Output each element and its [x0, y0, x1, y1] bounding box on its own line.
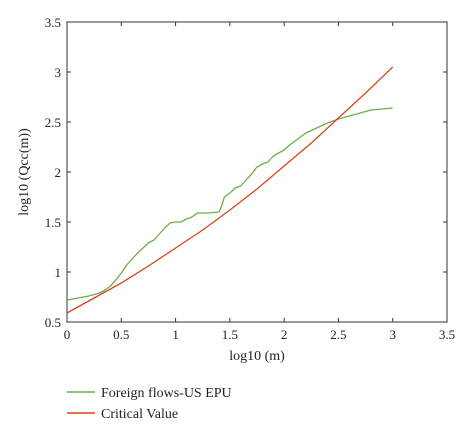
x-tick-label: 3.5: [439, 327, 455, 342]
x-tick-label: 2: [281, 327, 288, 342]
axes-box: [66, 21, 448, 323]
series-layer: [66, 66, 394, 314]
x-tick-label: 2.5: [330, 327, 346, 342]
y-axis-title: log10 (Qcc(m)): [17, 128, 32, 216]
y-tick-label: 1: [55, 265, 62, 280]
x-tick-label: 1: [172, 327, 179, 342]
ticks-layer: 0 0.5 1 1.5 2 2.5 3 3.50.511.522.533.5: [45, 15, 455, 342]
x-tick-label: 1.5: [222, 327, 238, 342]
y-tick-label: 1.5: [45, 215, 61, 230]
legend-label-0: Foreign flows-US EPU: [101, 386, 232, 401]
x-axis-title: log10 (m): [229, 349, 285, 364]
x-tick-label: 0.5: [113, 327, 129, 342]
y-tick-label: 3: [55, 65, 62, 80]
y-tick-label: 0.5: [45, 315, 61, 330]
legend: Foreign flows-US EPU Critical Value: [67, 386, 232, 422]
y-tick-label: 2: [55, 165, 62, 180]
series-line-1: [66, 66, 394, 314]
x-tick-label: 0: [64, 327, 71, 342]
y-tick-label: 3.5: [45, 15, 61, 30]
y-tick-label: 2.5: [45, 115, 61, 130]
plot-area: [66, 21, 448, 323]
x-tick-label: 3: [389, 327, 396, 342]
series-line-0: [66, 107, 393, 301]
legend-label-1: Critical Value: [101, 407, 178, 422]
